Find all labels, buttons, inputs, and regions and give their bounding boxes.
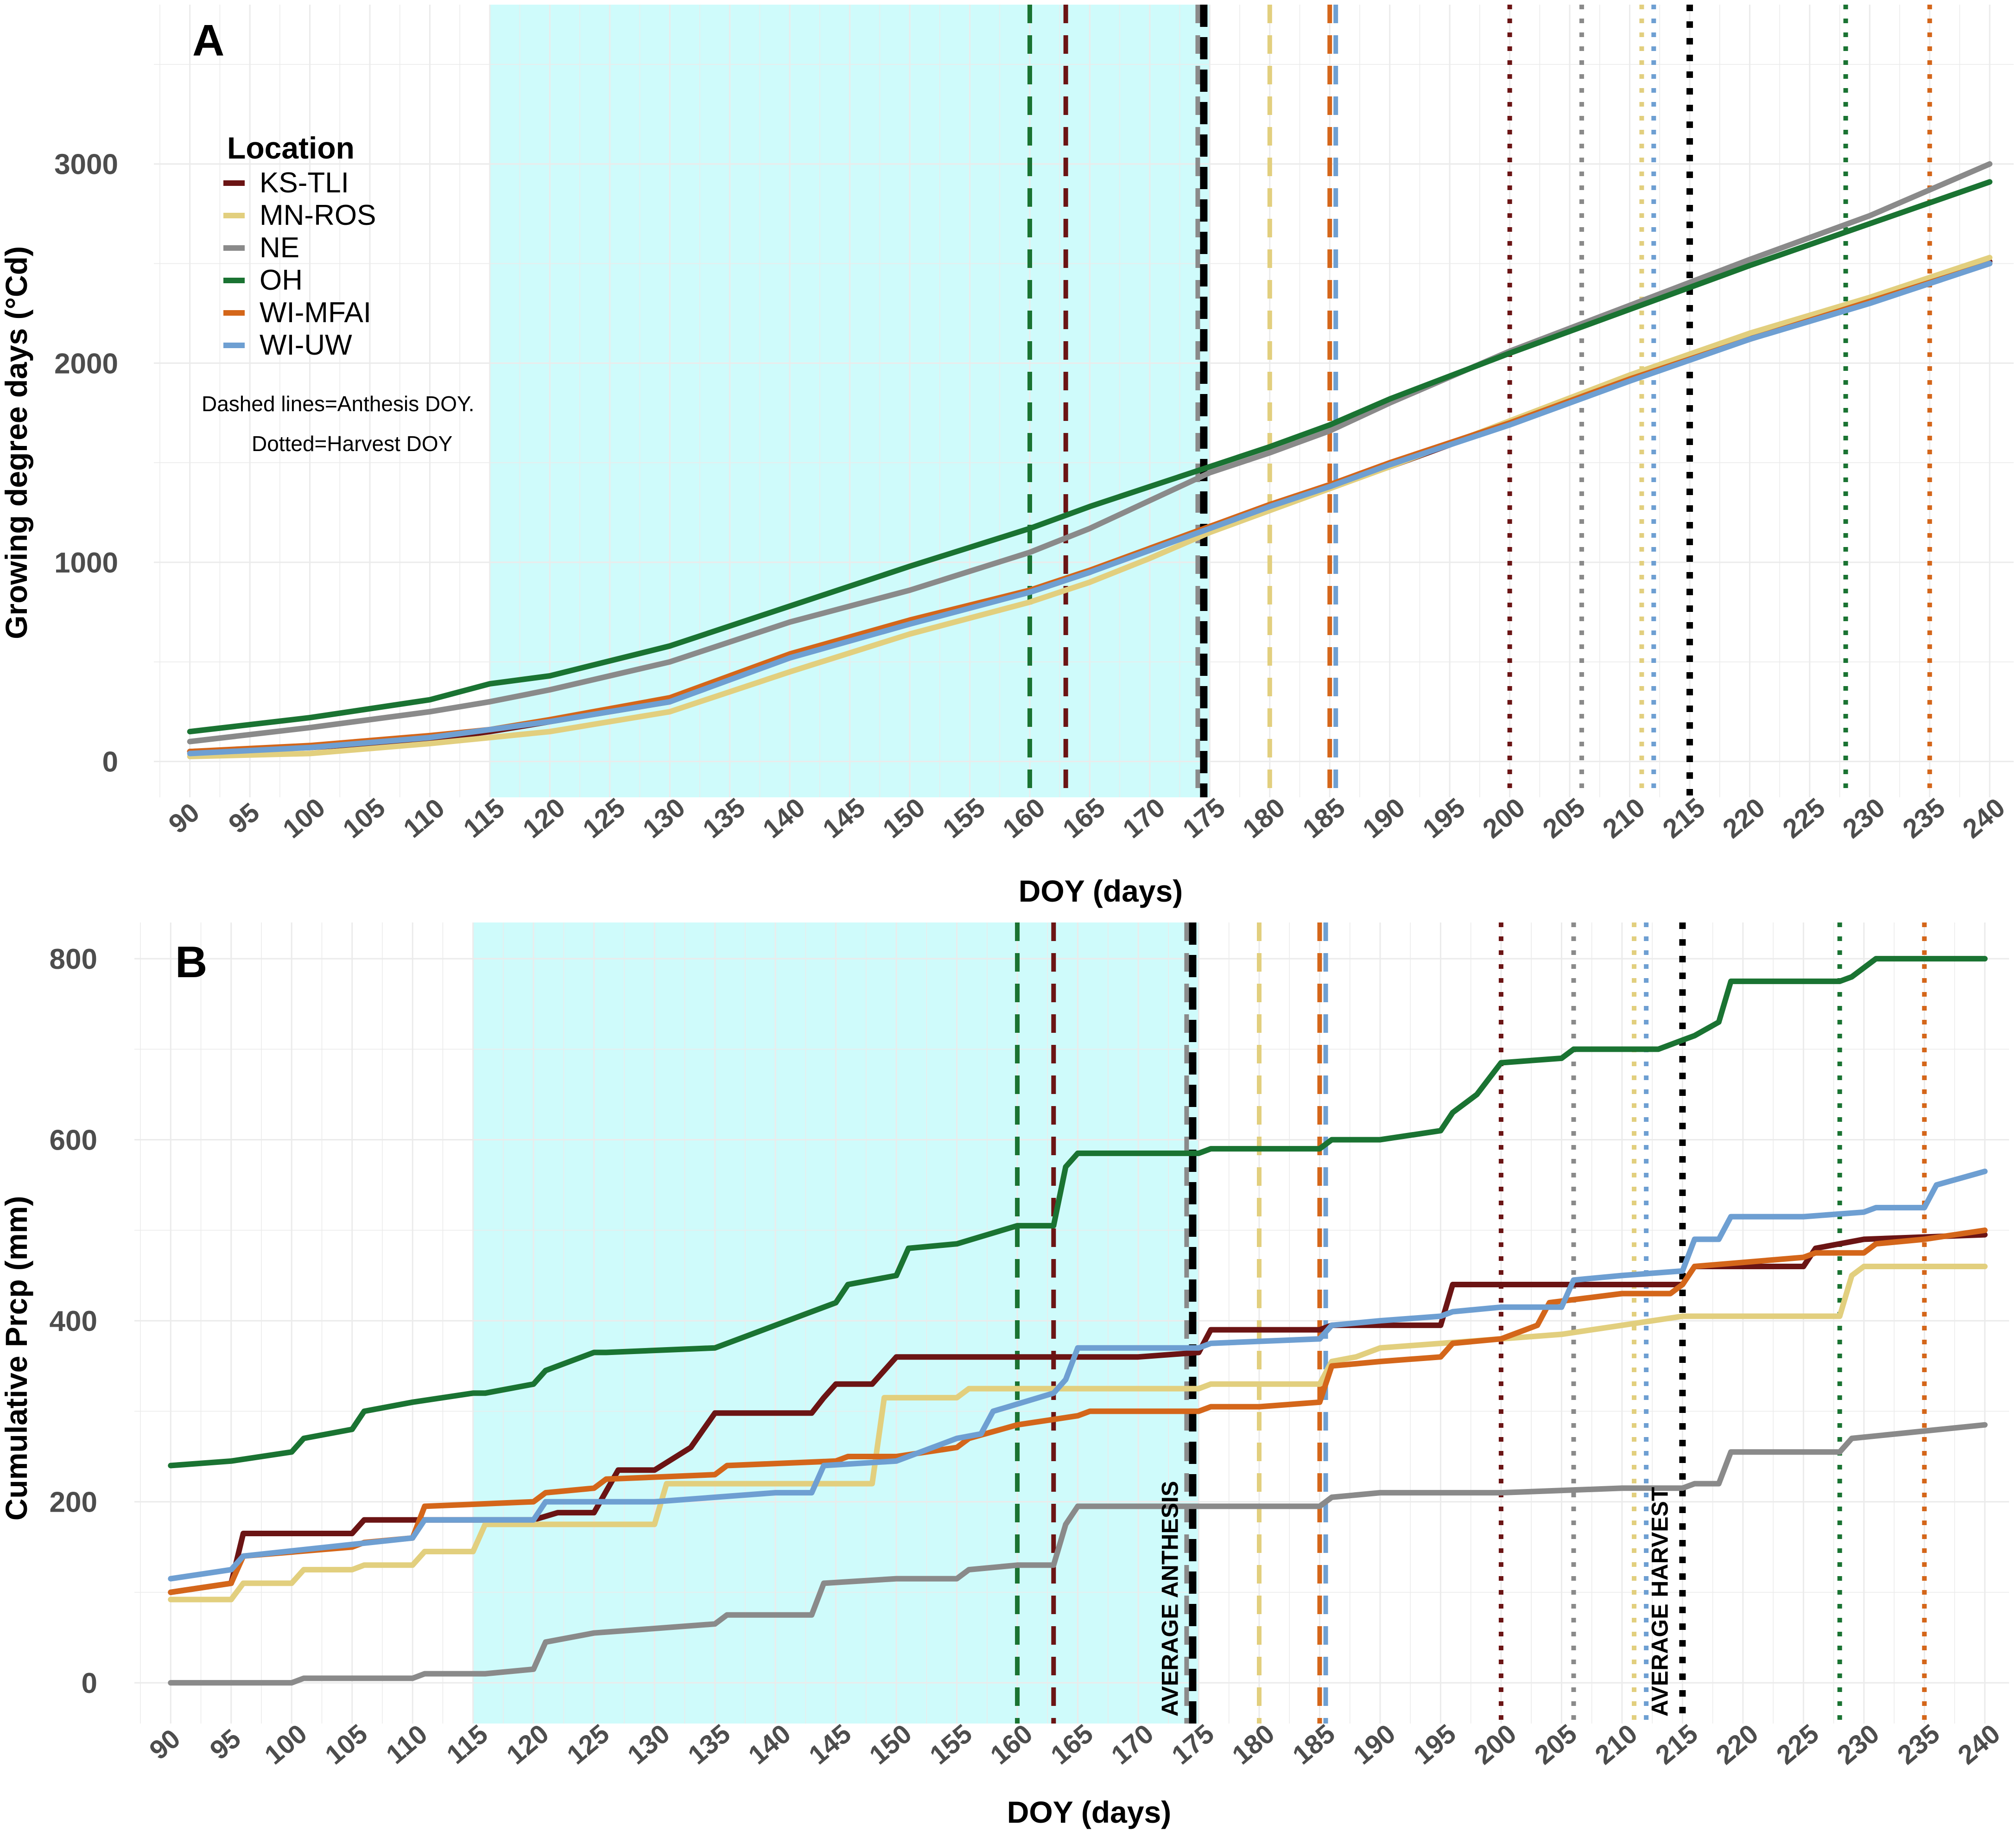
panel-b-annotation-average-anthesis: AVERAGE ANTHESIS bbox=[1157, 1481, 1183, 1717]
panel-b-gridlines bbox=[134, 922, 2009, 1724]
panel-a-series bbox=[187, 161, 1993, 759]
panel-b-x-axis-title: DOY (days) bbox=[1007, 1795, 1172, 1829]
panel-a-y-tick-label: 3000 bbox=[54, 149, 118, 181]
panel-a-series-wi-uw bbox=[187, 261, 1993, 757]
panel-a-y-tick-label: 2000 bbox=[54, 348, 118, 380]
legend-note-harvest: Dotted=Harvest DOY bbox=[252, 432, 452, 456]
panel-b-series-ne bbox=[168, 1422, 1988, 1686]
panel-b-annotation-average-harvest: AVERAGE HARVEST bbox=[1647, 1487, 1673, 1717]
panel-b-series-mn-ros bbox=[168, 1264, 1988, 1603]
panel-b-y-tick-label: 600 bbox=[50, 1125, 97, 1157]
legend-label-ne: NE bbox=[260, 232, 299, 264]
legend-label-ks-tli: KS-TLI bbox=[260, 167, 349, 199]
legend-label-wi-mfai: WI-MFAI bbox=[260, 297, 371, 329]
panel-a-x-axis-title: DOY (days) bbox=[1019, 874, 1183, 908]
panel-b-y-tick-label: 200 bbox=[50, 1487, 97, 1519]
panel-a-y-axis-title: Growing degree days (°Cd) bbox=[0, 246, 33, 639]
panel-b-label: B bbox=[175, 937, 207, 987]
panel-a-phenology-lines bbox=[1027, 5, 1932, 797]
legend-note-anthesis: Dashed lines=Anthesis DOY. bbox=[202, 392, 475, 416]
panel-b-series-ks-tli bbox=[168, 1232, 1988, 1595]
panel-b-series bbox=[168, 956, 1988, 1686]
panel-b-series-wi-mfai bbox=[168, 1227, 1988, 1595]
panel-b-y-tick-label: 0 bbox=[82, 1667, 97, 1699]
panel-a-y-tick-label: 1000 bbox=[54, 547, 118, 579]
legend-label-oh: OH bbox=[260, 264, 303, 296]
panel-b-annotations: AVERAGE ANTHESIS AVERAGE HARVEST bbox=[1157, 1481, 1673, 1717]
panel-a-series-mn-ros bbox=[187, 254, 1993, 759]
panel-a-series-oh bbox=[187, 179, 1993, 735]
panel-b-y-tick-label: 400 bbox=[50, 1305, 97, 1337]
legend-label-mn-ros: MN-ROS bbox=[260, 199, 376, 231]
legend-title: Location bbox=[227, 131, 355, 165]
panel-b-series-wi-uw bbox=[168, 1168, 1988, 1582]
panel-a-gridlines bbox=[154, 5, 2014, 797]
panel-a-series-ne bbox=[187, 161, 1993, 744]
panel-a-y-ticks: 0 1000 2000 3000 bbox=[54, 149, 118, 778]
panel-b-y-tick-label: 800 bbox=[50, 943, 97, 975]
panel-b-y-ticks: 0 200 400 600 800 bbox=[50, 943, 97, 1699]
legend-label-wi-uw: WI-UW bbox=[260, 329, 352, 361]
panel-b-series-oh bbox=[168, 956, 1988, 1469]
panel-b: 90 95 100 105 110 115 120 125 130 135 140 145 150 155… bbox=[0, 922, 2009, 1829]
panel-a-label: A bbox=[192, 16, 224, 65]
panel-a-y-tick-label: 0 bbox=[102, 746, 118, 778]
panel-b-y-axis-title: Cumulative Prcp (mm) bbox=[0, 1196, 33, 1520]
panel-b-phenology-lines bbox=[1015, 922, 1927, 1724]
